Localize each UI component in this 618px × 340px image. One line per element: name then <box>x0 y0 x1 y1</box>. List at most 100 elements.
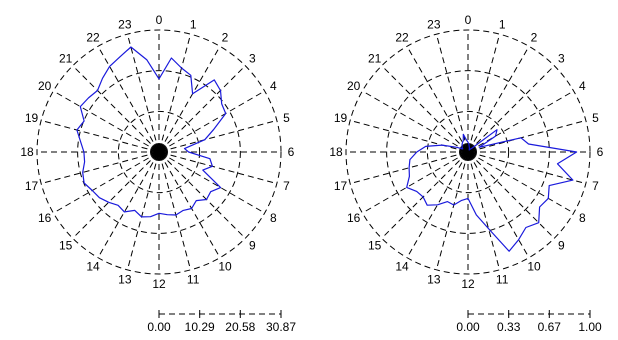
angle-label-7: 7 <box>283 179 290 193</box>
angle-label-9: 9 <box>558 238 565 252</box>
angle-label-16: 16 <box>347 211 361 225</box>
radial-tick-label: 0.00 <box>456 320 480 334</box>
angle-label-13: 13 <box>427 273 441 287</box>
hub-line <box>157 142 160 153</box>
angle-label-2: 2 <box>531 31 538 45</box>
polar-chart-right: 0 12345678910111213141516171819202122230.… <box>329 13 603 334</box>
grid-spoke-16 <box>53 152 158 214</box>
grid-spoke-5 <box>160 119 277 152</box>
data-series-line <box>76 46 227 218</box>
angle-label-11: 11 <box>187 273 200 287</box>
grid-spoke-13 <box>435 153 468 270</box>
grid-spoke-7 <box>160 152 277 185</box>
angle-label-8: 8 <box>579 211 586 225</box>
angle-label-3: 3 <box>558 52 565 66</box>
grid-spoke-13 <box>126 153 159 270</box>
grid-spoke-11 <box>159 153 192 270</box>
angle-label-22: 22 <box>395 31 409 45</box>
grid-spoke-10 <box>468 153 530 258</box>
angle-label-14: 14 <box>86 259 100 273</box>
angle-label-9: 9 <box>249 238 256 252</box>
grid-spoke-23 <box>126 34 159 151</box>
data-series-line <box>406 129 578 252</box>
grid-ring-1 <box>426 110 510 194</box>
angle-label-16: 16 <box>38 211 52 225</box>
radial-tick-label: 30.87 <box>266 320 296 334</box>
angle-label-7: 7 <box>592 179 599 193</box>
angle-label-3: 3 <box>249 52 256 66</box>
radial-tick-label: 0.33 <box>497 320 521 334</box>
angle-label-17: 17 <box>25 179 39 193</box>
radial-scale: 0.00 0.33 0.67 1.00 <box>456 310 602 334</box>
grid-spoke-9 <box>160 153 246 239</box>
grid-spoke-4 <box>160 90 265 152</box>
radial-tick-label: 0.00 <box>147 320 171 334</box>
grid-spoke-19 <box>350 119 467 152</box>
angle-label-13: 13 <box>118 273 132 287</box>
grid-spoke-17 <box>41 152 158 185</box>
grid-spoke-21 <box>72 65 158 151</box>
angle-label-8: 8 <box>270 211 277 225</box>
grid-spoke-19 <box>41 119 158 152</box>
polar-chart-left: 0 12345678910111213141516171819202122230.… <box>20 13 296 334</box>
grid-spoke-14 <box>97 153 159 258</box>
angle-label-4: 4 <box>270 79 277 93</box>
grid-spoke-15 <box>381 153 467 239</box>
angle-label-20: 20 <box>38 79 52 93</box>
radial-tick-label: 10.29 <box>185 320 215 334</box>
grid-spoke-2 <box>159 46 221 151</box>
grid-spoke-23 <box>435 34 468 151</box>
grid-spoke-8 <box>160 152 265 214</box>
angle-label-10: 10 <box>527 259 541 273</box>
grid-spoke-10 <box>159 153 221 258</box>
angle-label-21: 21 <box>59 52 73 66</box>
grid-spoke-11 <box>468 153 501 270</box>
angle-label-6: 6 <box>288 145 295 159</box>
angle-label-18: 18 <box>329 145 343 159</box>
grid-spoke-16 <box>362 152 467 214</box>
angle-label-0: 0 <box>156 13 163 27</box>
radial-tick-label: 20.58 <box>225 320 255 334</box>
angle-label-0: 0 <box>465 13 472 27</box>
polar-grid <box>345 29 591 275</box>
angle-label-12: 12 <box>461 277 475 291</box>
angle-label-14: 14 <box>395 259 409 273</box>
grid-spoke-3 <box>469 65 555 151</box>
grid-ring-3 <box>345 29 591 275</box>
grid-ring-1 <box>117 110 201 194</box>
grid-spoke-22 <box>406 46 468 151</box>
angle-label-1: 1 <box>499 17 506 31</box>
angle-label-15: 15 <box>368 238 382 252</box>
radial-scale: 0.00 10.29 20.58 30.87 <box>147 310 296 334</box>
grid-spoke-20 <box>362 90 467 152</box>
hub-line <box>466 142 469 153</box>
angle-label-10: 10 <box>218 259 232 273</box>
grid-spoke-22 <box>97 46 159 151</box>
angle-label-22: 22 <box>86 31 100 45</box>
grid-spoke-9 <box>469 153 555 239</box>
grid-spoke-4 <box>469 90 574 152</box>
angle-label-21: 21 <box>368 52 382 66</box>
grid-spoke-1 <box>468 34 501 151</box>
angle-label-11: 11 <box>496 273 509 287</box>
angle-label-12: 12 <box>152 277 166 291</box>
grid-spoke-20 <box>53 90 158 152</box>
grid-ring-2 <box>386 70 550 234</box>
angle-label-4: 4 <box>579 79 586 93</box>
angle-label-19: 19 <box>334 111 348 125</box>
angle-label-23: 23 <box>118 17 132 31</box>
angle-label-5: 5 <box>592 111 599 125</box>
grid-spoke-15 <box>72 153 158 239</box>
angle-label-1: 1 <box>190 17 197 31</box>
grid-spoke-14 <box>406 153 468 258</box>
grid-spoke-1 <box>159 34 192 151</box>
angle-label-17: 17 <box>334 179 348 193</box>
angle-label-20: 20 <box>347 79 361 93</box>
polar-grid <box>36 29 282 275</box>
angle-label-5: 5 <box>283 111 290 125</box>
grid-spoke-3 <box>160 65 246 151</box>
radial-tick-label: 1.00 <box>578 320 602 334</box>
